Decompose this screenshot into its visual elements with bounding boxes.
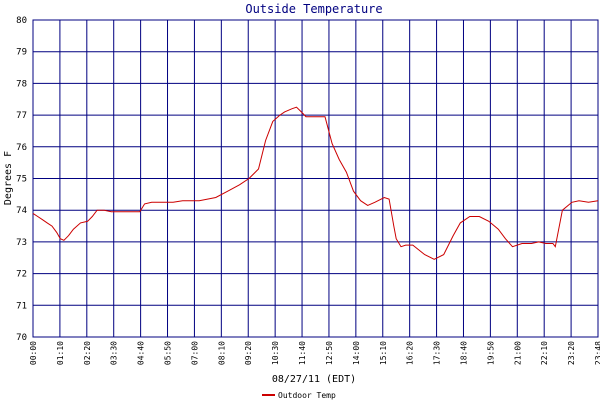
y-tick-label: 78 (16, 79, 27, 89)
y-tick-label: 77 (16, 111, 27, 121)
x-tick-label: 17:30 (433, 341, 442, 365)
y-tick-label: 71 (16, 301, 27, 311)
x-tick-label: 01:10 (56, 341, 65, 365)
x-tick-label: 16:20 (406, 341, 415, 365)
y-tick-label: 73 (16, 238, 27, 248)
legend: Outdoor Temp (262, 391, 336, 400)
y-tick-label: 80 (16, 16, 27, 26)
y-tick-label: 76 (16, 143, 27, 153)
x-tick-label: 14:00 (352, 341, 361, 365)
x-tick-label: 05:50 (164, 341, 173, 365)
x-tick-label: 21:00 (513, 341, 522, 365)
x-tick-label: 00:00 (29, 341, 38, 365)
y-tick-labels: 70 71 72 73 74 75 76 77 78 79 80 (16, 16, 27, 343)
y-tick-label: 74 (16, 206, 27, 216)
y-tick-label: 75 (16, 175, 27, 185)
x-tick-label: 12:50 (325, 341, 334, 365)
x-tick-label: 10:30 (271, 341, 280, 365)
x-tick-label: 19:50 (486, 341, 495, 365)
x-tick-label: 15:10 (379, 341, 388, 365)
x-tick-label: 03:30 (110, 341, 119, 365)
plot-frame (32, 19, 599, 338)
chart-title: Outside Temperature (245, 2, 382, 16)
x-tick-label: 07:00 (190, 341, 199, 365)
y-tick-label: 72 (16, 270, 27, 280)
legend-label-outdoor-temp: Outdoor Temp (278, 391, 336, 400)
series-line-outdoor-temp (32, 106, 599, 260)
x-tick-label: 23:48 (594, 341, 600, 365)
x-axis-label: 08/27/11 (EDT) (272, 374, 356, 385)
x-tick-label: 08:10 (217, 341, 226, 365)
x-tick-label: 11:40 (298, 341, 307, 365)
x-tick-labels: 00:00 01:10 02:20 03:30 04:40 05:50 07:00 08:10… (29, 341, 600, 365)
x-tick-label: 22:10 (540, 341, 549, 365)
y-tick-label: 70 (16, 333, 27, 343)
x-tick-label: 02:20 (83, 341, 92, 365)
x-tick-label: 23:20 (567, 341, 576, 365)
y-tick-label: 79 (16, 48, 27, 58)
x-tick-label: 04:40 (137, 341, 146, 365)
x-tick-label: 18:40 (459, 341, 468, 365)
x-tick-label: 09:20 (244, 341, 253, 365)
y-axis-label: Degrees F (3, 151, 14, 205)
grid (32, 19, 599, 338)
